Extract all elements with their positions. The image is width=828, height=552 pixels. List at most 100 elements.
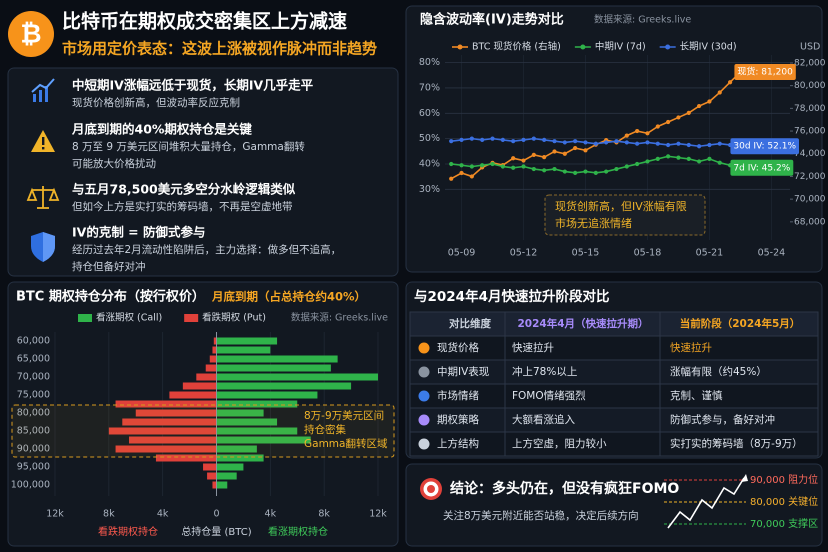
data-point	[624, 133, 629, 138]
y-tick-label: 75,000	[17, 390, 50, 401]
data-point	[686, 110, 691, 115]
data-point	[645, 140, 650, 145]
bar	[115, 400, 217, 408]
end-label: 30d IV: 52.1%	[733, 142, 796, 152]
data-point	[469, 164, 474, 169]
x-tick-label: 4k	[157, 509, 169, 520]
data-point	[469, 174, 474, 179]
bar	[216, 436, 311, 444]
y-tick-label: 80,000	[17, 408, 50, 419]
end-label: 7d IV: 45.2%	[733, 163, 790, 173]
data-point	[511, 139, 516, 144]
bar	[196, 373, 217, 381]
point-text: 持仓但备好对冲	[72, 260, 146, 273]
data-point	[573, 145, 578, 151]
bar	[205, 364, 217, 372]
legend-label: 中期IV (7d)	[595, 41, 646, 53]
data-point	[583, 148, 588, 153]
annotation: 市场无追涨情绪	[555, 216, 632, 230]
table-row	[409, 407, 819, 433]
point-text: 经历过去年2月流动性陷阱后，主力选择：做多但不追高，	[72, 243, 341, 256]
bar	[216, 364, 331, 372]
data-point	[624, 140, 629, 145]
data-point	[604, 140, 609, 145]
table-row	[409, 359, 819, 385]
data-point	[531, 166, 536, 172]
legend-swatch	[78, 314, 92, 322]
data-point	[655, 156, 660, 162]
legend-label: 看跌期权 (Put)	[202, 312, 266, 324]
y-tick-label: 65,000	[17, 354, 50, 365]
data-point	[593, 170, 598, 175]
legend-label: BTC 现货价格 (右轴)	[472, 41, 561, 53]
y2-tick-label: 70,000	[794, 195, 826, 205]
conclusion-text: 关注8万美元附近能否站稳，决定后续方向	[443, 509, 639, 522]
data-point	[666, 119, 671, 125]
annotation: 持仓密集	[304, 423, 346, 436]
x-axis-label: 总持仓量 (BTC)	[181, 525, 251, 538]
table-cell: 中期IV表现	[437, 365, 490, 378]
bar	[129, 436, 217, 444]
data-point	[717, 90, 722, 95]
bar	[216, 337, 278, 345]
y-tick-label: 60,000	[17, 336, 50, 347]
x-tick-label: 05-18	[634, 248, 662, 259]
conclusion-title: 结论：多头仍在，但没有疯狂FOMO	[450, 480, 679, 497]
data-point	[727, 80, 733, 85]
y-tick-label: 70,000	[17, 372, 50, 383]
annotation: 现货创新高，但IV涨幅有限	[555, 199, 687, 213]
x-tick-label: 8k	[318, 509, 330, 520]
legend-dot	[580, 44, 586, 50]
data-point	[604, 169, 609, 174]
left-label: 看跌期权持仓	[98, 525, 158, 538]
table-title: 与2024年4月快速拉升阶段对比	[414, 288, 609, 305]
data-point	[552, 166, 557, 172]
bar	[203, 463, 217, 471]
data-point	[707, 156, 712, 162]
y2-tick-label: 72,000	[794, 172, 826, 182]
data-point	[562, 151, 567, 156]
logo	[8, 11, 54, 57]
table-header: 2024年4月（快速拉升期）	[517, 317, 648, 330]
legend-swatch	[184, 314, 199, 322]
right-label: 看涨期权持仓	[268, 525, 328, 538]
table-cell: 克制、谨慎	[670, 389, 723, 402]
data-point	[542, 168, 547, 173]
bar	[216, 346, 271, 354]
point-text: 但如今上方是实打实的筹码墙，不再是空虚地带	[72, 200, 293, 213]
point-title: IV的克制 = 防御式参与	[72, 225, 206, 240]
x-tick-label: 05-24	[758, 248, 786, 259]
y-tick-label: 70%	[419, 82, 440, 93]
annotation: 8万-9万美元区间	[304, 409, 384, 422]
data-point	[624, 164, 629, 169]
data-point	[614, 139, 619, 144]
table-cell: 防御式参与，备好对冲	[670, 413, 775, 426]
data-point	[521, 158, 526, 163]
bar	[216, 472, 237, 480]
table-cell: 冲上78%以上	[512, 365, 577, 378]
level-label: 70,000 支撑区	[750, 517, 818, 530]
y2-tick-label: 74,000	[794, 149, 826, 159]
chart-title: 隐含波动率(IV)走势对比	[420, 12, 564, 28]
chart-title: BTC 期权持仓分布（按行权价）	[16, 289, 205, 305]
level-label: 80,000 关键位	[750, 495, 818, 508]
data-point	[511, 156, 516, 161]
data-point	[645, 131, 650, 136]
y-tick-label: 50%	[419, 133, 440, 144]
bar	[216, 481, 228, 489]
bar	[207, 472, 217, 480]
y-tick-label: 60%	[419, 108, 440, 119]
bar	[169, 391, 217, 399]
table-row	[409, 383, 819, 409]
data-point	[449, 176, 454, 181]
icon-chart	[31, 78, 55, 102]
data-point	[459, 170, 464, 176]
data-point	[676, 141, 681, 146]
data-point	[707, 142, 712, 148]
data-point	[645, 159, 650, 164]
table-cell: 期权策略	[437, 413, 479, 426]
x-tick-label: 4k	[265, 509, 277, 520]
data-point	[459, 137, 464, 142]
bar	[182, 382, 217, 390]
row-icon	[418, 414, 430, 426]
